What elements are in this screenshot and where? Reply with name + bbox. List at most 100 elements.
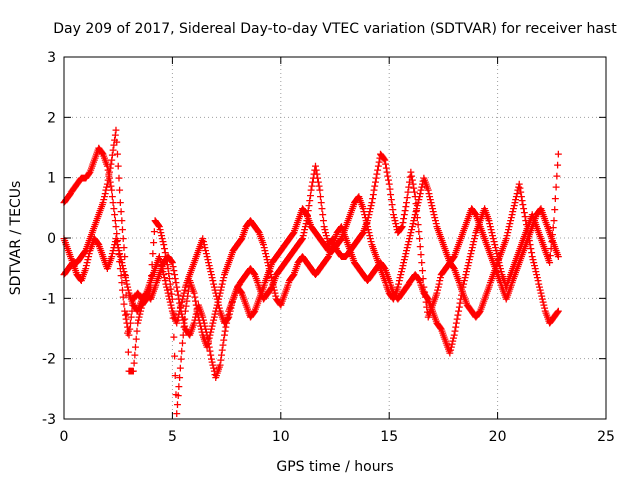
data-point: + bbox=[284, 276, 293, 289]
data-point: + bbox=[195, 240, 204, 253]
data-point: + bbox=[276, 262, 285, 275]
data-point: + bbox=[286, 248, 295, 261]
data-point: + bbox=[255, 226, 264, 239]
data-point: + bbox=[365, 271, 374, 284]
data-point: + bbox=[466, 247, 475, 260]
data-point: + bbox=[106, 158, 115, 171]
data-point: + bbox=[71, 264, 80, 277]
data-point: + bbox=[330, 238, 339, 251]
data-point: + bbox=[413, 218, 422, 231]
data-point: + bbox=[342, 234, 351, 247]
data-point: + bbox=[444, 343, 453, 356]
data-point: + bbox=[167, 255, 176, 268]
data-point: + bbox=[481, 288, 490, 301]
data-point: + bbox=[90, 154, 99, 167]
data-point: + bbox=[74, 254, 83, 267]
data-point: + bbox=[493, 256, 502, 269]
data-point: + bbox=[270, 274, 279, 287]
data-point: + bbox=[351, 236, 360, 249]
data-point: + bbox=[187, 280, 196, 293]
data-point: + bbox=[156, 253, 165, 266]
data-point: + bbox=[103, 262, 112, 275]
data-point: + bbox=[282, 254, 291, 267]
data-point: + bbox=[270, 253, 279, 266]
data-point: + bbox=[196, 238, 205, 251]
data-point: + bbox=[330, 242, 339, 255]
data-point: + bbox=[195, 313, 204, 326]
data-point: + bbox=[421, 290, 430, 303]
data-point: + bbox=[427, 199, 436, 212]
data-point: + bbox=[91, 216, 100, 229]
data-point: + bbox=[237, 274, 246, 287]
data-point: + bbox=[176, 301, 185, 314]
data-point: + bbox=[288, 269, 297, 282]
data-point: + bbox=[262, 250, 271, 263]
data-point: + bbox=[134, 287, 143, 300]
data-point: + bbox=[223, 308, 232, 321]
data-point: + bbox=[367, 238, 376, 251]
data-point: + bbox=[117, 214, 126, 227]
data-point: + bbox=[431, 214, 440, 227]
data-point: + bbox=[282, 282, 291, 295]
data-point: + bbox=[483, 284, 492, 297]
data-point: + bbox=[262, 288, 271, 301]
data-point: + bbox=[391, 286, 400, 299]
data-point: + bbox=[103, 160, 112, 173]
data-point: + bbox=[151, 215, 160, 228]
data-point: + bbox=[499, 240, 508, 253]
data-point: + bbox=[358, 227, 367, 240]
data-point: + bbox=[148, 247, 157, 260]
data-point: + bbox=[468, 305, 477, 318]
data-point: + bbox=[375, 257, 384, 270]
data-point: + bbox=[236, 275, 245, 288]
data-point: + bbox=[322, 241, 331, 254]
data-point: + bbox=[157, 262, 166, 275]
data-point: + bbox=[181, 280, 190, 293]
data-point: + bbox=[159, 256, 168, 269]
data-point: + bbox=[453, 272, 462, 285]
data-point: + bbox=[264, 285, 273, 298]
data-point: + bbox=[223, 312, 232, 325]
data-point: + bbox=[74, 270, 83, 283]
data-point: + bbox=[548, 312, 557, 325]
data-point: + bbox=[222, 262, 231, 275]
data-point: + bbox=[165, 272, 174, 285]
data-point: + bbox=[428, 298, 437, 311]
data-point: + bbox=[304, 212, 313, 225]
data-point: + bbox=[368, 267, 377, 280]
series-group: ++++++++++++++++++++++++++++++++++++++++… bbox=[59, 172, 563, 330]
data-point: + bbox=[70, 256, 79, 269]
data-point: + bbox=[348, 241, 357, 254]
data-point: + bbox=[544, 252, 553, 265]
data-point: + bbox=[111, 220, 120, 233]
data-point: + bbox=[65, 260, 74, 273]
data-point: + bbox=[86, 164, 95, 177]
data-point: + bbox=[272, 268, 281, 281]
data-point: + bbox=[286, 231, 295, 244]
data-point: + bbox=[122, 316, 131, 329]
data-point: + bbox=[335, 222, 344, 235]
data-point: + bbox=[221, 325, 230, 338]
data-point: + bbox=[397, 287, 406, 300]
data-point: + bbox=[81, 244, 90, 257]
data-point: + bbox=[158, 260, 167, 273]
data-point: + bbox=[320, 255, 329, 268]
data-point: + bbox=[122, 307, 131, 320]
data-point: + bbox=[186, 276, 195, 289]
data-point: + bbox=[364, 208, 373, 221]
data-point: + bbox=[427, 196, 436, 209]
data-point: + bbox=[411, 268, 420, 281]
data-point: + bbox=[338, 222, 347, 235]
data-point: + bbox=[335, 223, 344, 236]
data-point: + bbox=[196, 304, 205, 317]
data-point: + bbox=[326, 244, 335, 257]
data-point: + bbox=[447, 338, 456, 351]
data-point: + bbox=[335, 235, 344, 248]
data-point: + bbox=[72, 256, 81, 269]
data-point: + bbox=[195, 302, 204, 315]
data-point: + bbox=[118, 259, 127, 272]
data-point: + bbox=[301, 207, 310, 220]
data-point: + bbox=[364, 226, 373, 239]
data-point: + bbox=[459, 277, 468, 290]
data-point: + bbox=[479, 294, 488, 307]
